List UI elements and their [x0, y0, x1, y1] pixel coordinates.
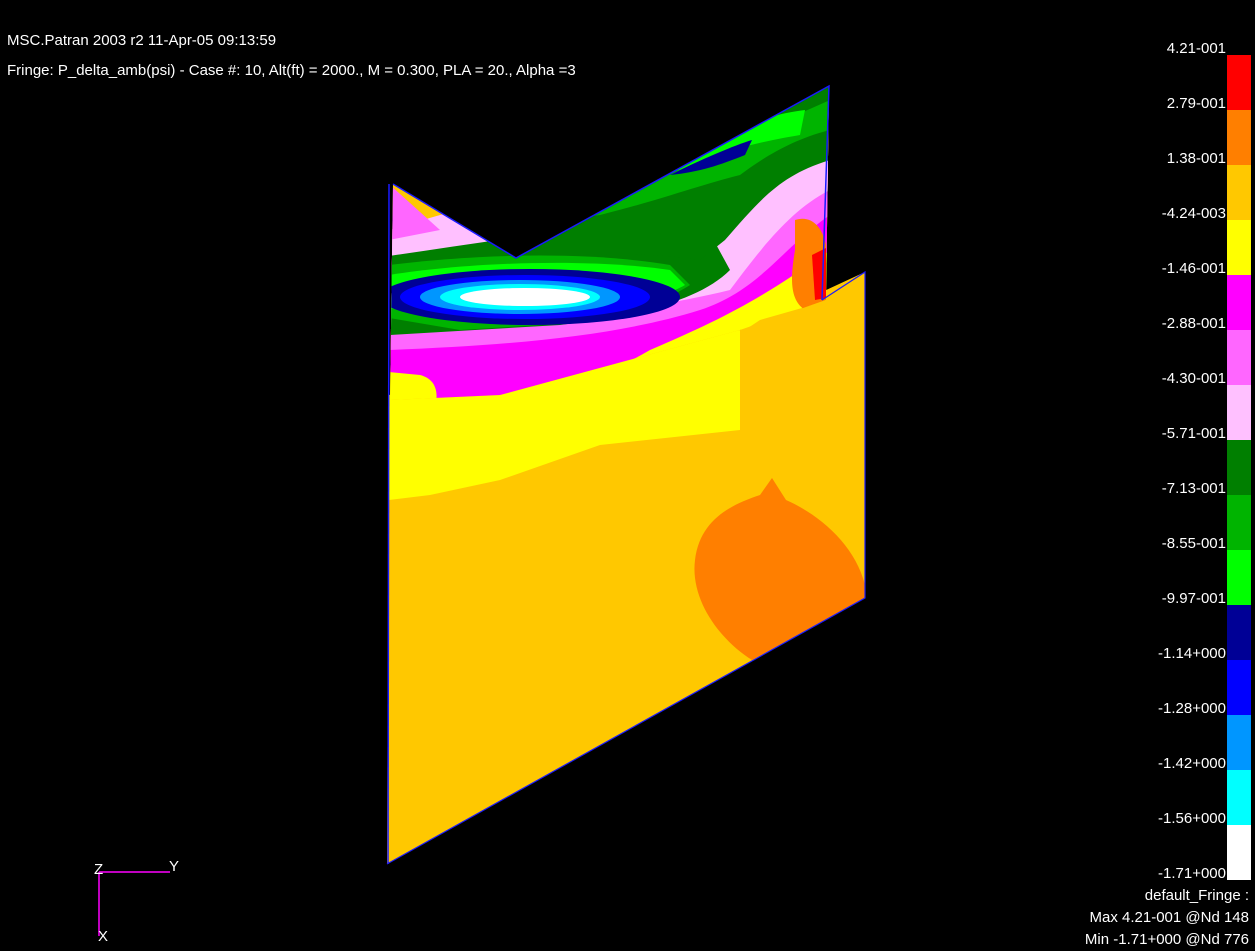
legend-swatch [1227, 55, 1251, 110]
fringe-max: Max 4.21-001 @Nd 148 [1089, 909, 1250, 926]
legend-swatch [1227, 165, 1251, 220]
fringe-min: Min -1.71+000 @Nd 776 [1084, 931, 1249, 948]
fringe-plot-viewport[interactable] [0, 0, 1220, 946]
legend-label: -2.88-001 [1161, 315, 1226, 332]
legend-swatch [1227, 440, 1251, 495]
lower-panel [387, 272, 865, 864]
legend-swatch [1227, 660, 1251, 715]
legend-label: -1.56+000 [1158, 810, 1226, 827]
legend-swatch [1227, 825, 1251, 880]
legend-swatch [1227, 0, 1251, 55]
legend-label: -1.14+000 [1158, 645, 1226, 662]
legend-label: -5.71-001 [1161, 425, 1226, 442]
legend-label: -1.28+000 [1158, 700, 1226, 717]
axis-label-x: X [98, 928, 109, 945]
legend-swatch [1227, 220, 1251, 275]
legend-label: -1.46-001 [1161, 260, 1226, 277]
legend-swatch [1227, 495, 1251, 550]
fringe-name: default_Fringe : [1144, 887, 1249, 904]
legend-swatch [1227, 330, 1251, 385]
legend-label: -4.30-001 [1161, 370, 1226, 387]
orange-region [694, 478, 865, 660]
legend-label: -9.97-001 [1161, 590, 1226, 607]
fringe-summary: default_Fringe : Max 4.21-001 @Nd 148 Mi… [1085, 885, 1249, 951]
legend-swatch [1227, 110, 1251, 165]
axis-label-z: Z [94, 861, 104, 878]
legend-label: 1.38-001 [1166, 150, 1226, 167]
legend-swatch [1227, 275, 1251, 330]
legend-swatch [1227, 605, 1251, 660]
viewport-title: MSC.Patran 2003 r2 11-Apr-05 09:13:59 [7, 32, 277, 49]
legend-label: -4.24-003 [1161, 205, 1226, 222]
legend-label: -8.55-001 [1161, 535, 1226, 552]
legend-label: -7.13-001 [1161, 480, 1226, 497]
legend-swatch [1227, 550, 1251, 605]
legend-label: -1.42+000 [1158, 755, 1226, 772]
fringe-description: Fringe: P_delta_amb(psi) - Case #: 10, A… [7, 62, 576, 79]
axis-label-y: Y [169, 858, 180, 875]
fringe-color-legend [1227, 0, 1251, 880]
legend-label: 2.79-001 [1166, 95, 1226, 112]
coordinate-triad [98, 871, 170, 936]
legend-label: -1.71+000 [1158, 865, 1226, 882]
legend-swatch [1227, 770, 1251, 825]
legend-swatch [1227, 385, 1251, 440]
legend-swatch [1227, 715, 1251, 770]
legend-label: 4.21-001 [1166, 40, 1226, 57]
